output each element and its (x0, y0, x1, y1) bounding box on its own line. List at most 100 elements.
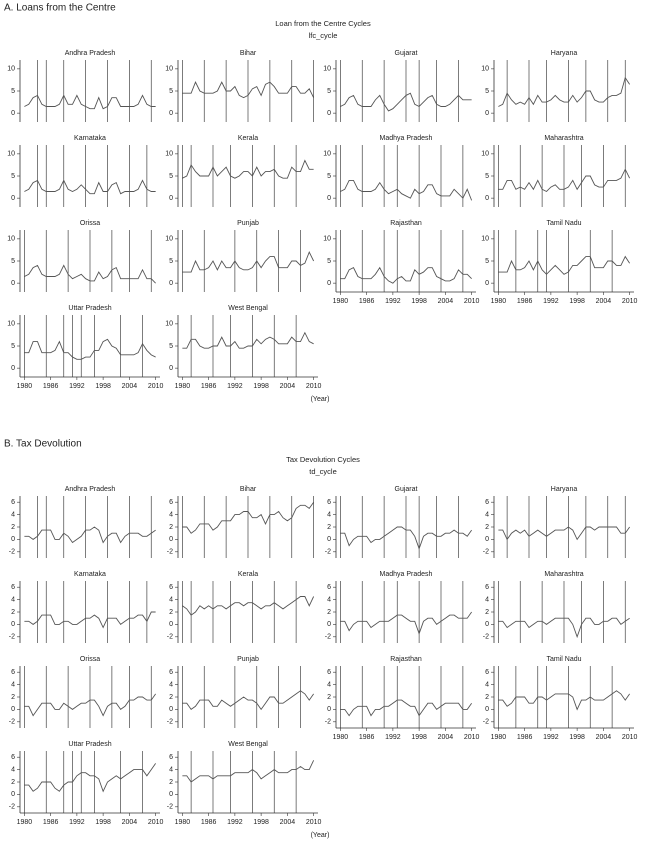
series-line (340, 92, 472, 112)
series-line (340, 179, 473, 201)
y-tick-label: 2 (485, 694, 489, 701)
y-tick-label: 6 (11, 669, 15, 676)
y-tick-label: 2 (327, 609, 331, 616)
x-tick-label: 2004 (122, 819, 138, 826)
series-line (498, 690, 630, 711)
y-tick-label: 0 (327, 536, 331, 543)
panel-title: Tamil Nadu (546, 220, 581, 227)
y-tick-label: 0 (11, 195, 15, 202)
series-line (24, 611, 156, 629)
y-tick-label: 10 (165, 151, 173, 158)
chart-title: Loan from the Centre Cycles (275, 19, 371, 28)
chart-subtitle: td_cycle (309, 467, 337, 476)
x-tick-label: 1980 (491, 298, 507, 305)
x-tick-label: 1998 (411, 298, 427, 305)
y-tick-label: 0 (11, 110, 15, 117)
y-tick-label: 6 (327, 669, 331, 676)
y-tick-label: 10 (7, 236, 15, 243)
x-tick-label: 2004 (596, 734, 612, 741)
x-tick-label: 1986 (359, 298, 375, 305)
x-tick-label: 1980 (491, 734, 507, 741)
y-tick-label: 2 (169, 524, 173, 531)
chart-subtitle: lfc_cycle (309, 31, 338, 40)
y-tick-label: 4 (169, 511, 173, 518)
y-tick-label: 10 (481, 66, 489, 73)
x-tick-label: 2010 (622, 298, 638, 305)
panel-title: Haryana (551, 50, 578, 57)
y-tick-label: 0 (11, 791, 15, 798)
x-tick-label: 2010 (148, 383, 164, 390)
x-axis-label: (Year) (311, 832, 330, 839)
series-line (340, 266, 472, 284)
x-tick-label: 1998 (95, 383, 111, 390)
x-tick-label: 2010 (306, 819, 322, 826)
section-title: A. Loans from the Centre (4, 3, 116, 14)
x-tick-label: 1980 (175, 383, 191, 390)
y-tick-label: 5 (485, 258, 489, 265)
y-tick-label: 0 (169, 365, 173, 372)
y-tick-label: 6 (169, 584, 173, 591)
y-tick-label: 5 (11, 258, 15, 265)
series-line (498, 617, 630, 639)
y-tick-label: 4 (169, 681, 173, 688)
y-tick-label: 5 (169, 88, 173, 95)
y-tick-label: 5 (327, 173, 331, 180)
y-tick-label: 6 (169, 754, 173, 761)
x-tick-label: 2004 (122, 383, 138, 390)
y-tick-label: 4 (11, 681, 15, 688)
y-tick-label: 2 (169, 694, 173, 701)
x-tick-label: 2004 (280, 819, 296, 826)
x-tick-label: 1986 (201, 383, 217, 390)
y-tick-label: 0 (169, 791, 173, 798)
x-tick-label: 2010 (464, 734, 480, 741)
section-title: B. Tax Devolution (4, 439, 82, 450)
series-line (24, 94, 156, 110)
series-line (182, 81, 315, 99)
y-tick-label: 5 (169, 173, 173, 180)
series-line (498, 526, 630, 541)
panel-title: Haryana (551, 486, 578, 493)
x-tick-label: 1992 (227, 819, 243, 826)
y-tick-label: 2 (327, 694, 331, 701)
x-tick-label: 2010 (306, 383, 322, 390)
y-tick-label: 0 (169, 706, 173, 713)
y-tick-label: 4 (485, 681, 489, 688)
y-tick-label: 0 (11, 280, 15, 287)
x-tick-label: 1986 (517, 298, 533, 305)
y-tick-label: 5 (11, 343, 15, 350)
series-line (182, 159, 314, 179)
y-tick-label: -2 (325, 549, 331, 556)
y-tick-label: 0 (327, 621, 331, 628)
x-tick-label: 1992 (69, 819, 85, 826)
series-line (24, 526, 156, 544)
y-tick-label: -2 (167, 804, 173, 811)
series-line (24, 264, 156, 284)
x-axis-label: (Year) (311, 396, 330, 403)
series-line (498, 76, 631, 107)
panel-title: Karnataka (74, 571, 106, 578)
x-tick-label: 1992 (543, 734, 559, 741)
y-tick-label: 0 (169, 280, 173, 287)
x-tick-label: 1998 (253, 383, 269, 390)
x-tick-label: 1980 (175, 819, 191, 826)
y-tick-label: 2 (11, 524, 15, 531)
series-line (24, 693, 156, 717)
y-tick-label: 2 (11, 694, 15, 701)
panel-title: Andhra Pradesh (65, 486, 116, 493)
y-tick-label: 10 (7, 66, 15, 73)
x-tick-label: 1980 (333, 734, 349, 741)
x-tick-label: 2004 (280, 383, 296, 390)
y-tick-label: 0 (11, 536, 15, 543)
y-tick-label: 0 (169, 110, 173, 117)
panel-title: Karnataka (74, 135, 106, 142)
panel-title: Andhra Pradesh (65, 50, 116, 57)
x-tick-label: 1992 (543, 298, 559, 305)
y-tick-label: 5 (11, 173, 15, 180)
y-tick-label: 5 (485, 88, 489, 95)
series-line (182, 251, 315, 273)
y-tick-label: 0 (327, 280, 331, 287)
y-tick-label: 4 (327, 681, 331, 688)
y-tick-label: 6 (485, 669, 489, 676)
y-tick-label: 2 (485, 524, 489, 531)
series-line (498, 255, 631, 275)
